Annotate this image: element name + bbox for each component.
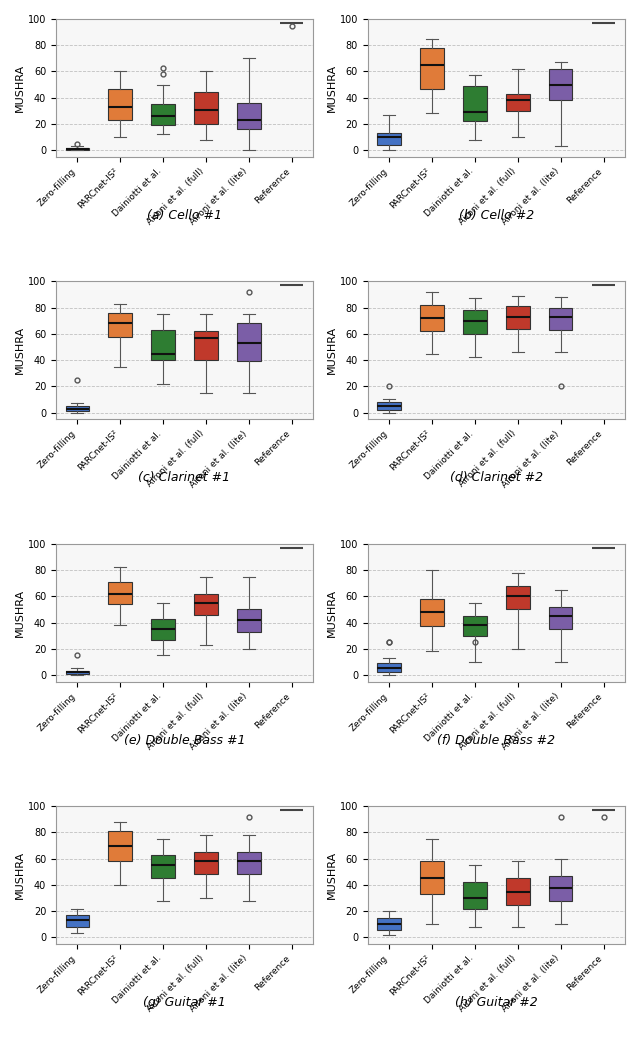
Text: (b) Cello #2: (b) Cello #2: [459, 209, 534, 222]
PathPatch shape: [65, 916, 89, 927]
PathPatch shape: [151, 104, 175, 126]
PathPatch shape: [65, 671, 89, 675]
Y-axis label: MUSHRA: MUSHRA: [15, 63, 25, 112]
PathPatch shape: [549, 876, 573, 901]
PathPatch shape: [463, 86, 487, 121]
Y-axis label: MUSHRA: MUSHRA: [327, 851, 337, 899]
PathPatch shape: [420, 862, 444, 894]
PathPatch shape: [65, 147, 89, 149]
Text: (c) Clarinet #1: (c) Clarinet #1: [138, 471, 230, 485]
PathPatch shape: [194, 331, 218, 360]
PathPatch shape: [549, 307, 573, 330]
PathPatch shape: [506, 306, 530, 329]
Text: (e) Double Bass #1: (e) Double Bass #1: [124, 734, 245, 747]
PathPatch shape: [237, 103, 260, 129]
Y-axis label: MUSHRA: MUSHRA: [327, 326, 337, 375]
Y-axis label: MUSHRA: MUSHRA: [327, 63, 337, 112]
PathPatch shape: [194, 92, 218, 124]
PathPatch shape: [194, 594, 218, 614]
PathPatch shape: [506, 585, 530, 609]
Text: (f) Double Bass #2: (f) Double Bass #2: [437, 734, 556, 747]
Y-axis label: MUSHRA: MUSHRA: [15, 851, 25, 899]
PathPatch shape: [65, 406, 89, 411]
PathPatch shape: [420, 599, 444, 627]
PathPatch shape: [237, 852, 260, 874]
Text: (g) Guitar #1: (g) Guitar #1: [143, 996, 226, 1009]
PathPatch shape: [549, 69, 573, 101]
PathPatch shape: [463, 310, 487, 334]
PathPatch shape: [506, 93, 530, 111]
PathPatch shape: [108, 88, 132, 120]
PathPatch shape: [463, 616, 487, 635]
Text: (d) Clarinet #2: (d) Clarinet #2: [450, 471, 543, 485]
PathPatch shape: [151, 619, 175, 639]
PathPatch shape: [108, 312, 132, 336]
PathPatch shape: [108, 582, 132, 604]
PathPatch shape: [237, 609, 260, 632]
PathPatch shape: [237, 324, 260, 361]
PathPatch shape: [378, 663, 401, 673]
Y-axis label: MUSHRA: MUSHRA: [15, 589, 25, 636]
PathPatch shape: [506, 878, 530, 905]
PathPatch shape: [420, 305, 444, 331]
Y-axis label: MUSHRA: MUSHRA: [15, 326, 25, 375]
Text: (h) Guitar #2: (h) Guitar #2: [455, 996, 538, 1009]
PathPatch shape: [463, 882, 487, 908]
PathPatch shape: [378, 918, 401, 930]
Y-axis label: MUSHRA: MUSHRA: [327, 589, 337, 636]
PathPatch shape: [151, 854, 175, 878]
PathPatch shape: [194, 852, 218, 874]
PathPatch shape: [549, 607, 573, 629]
PathPatch shape: [378, 133, 401, 145]
PathPatch shape: [151, 330, 175, 360]
PathPatch shape: [420, 48, 444, 88]
PathPatch shape: [378, 402, 401, 410]
Text: (a) Cello #1: (a) Cello #1: [147, 209, 222, 222]
PathPatch shape: [108, 831, 132, 862]
